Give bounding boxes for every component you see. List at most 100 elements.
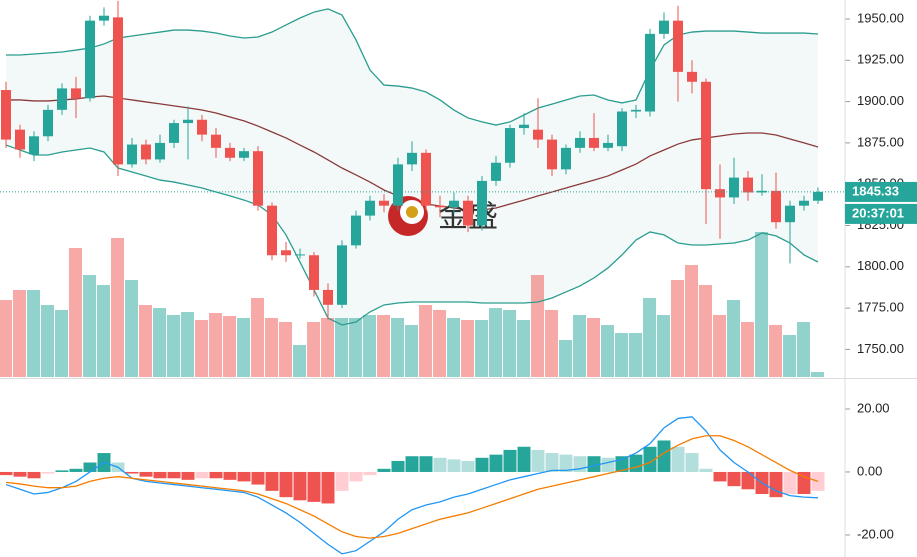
candle-body bbox=[799, 200, 809, 206]
macd-histogram-bar bbox=[265, 471, 279, 491]
candle-body bbox=[589, 137, 599, 148]
macd-histogram-bar bbox=[391, 460, 405, 472]
candle-body bbox=[743, 177, 753, 193]
volume-bar bbox=[629, 333, 642, 377]
macd-histogram-bar bbox=[349, 471, 363, 482]
candle-body bbox=[463, 200, 473, 226]
volume-bar bbox=[223, 316, 236, 377]
volume-bar bbox=[13, 290, 26, 377]
macd-histogram-bar bbox=[0, 471, 13, 476]
volume-bar bbox=[181, 312, 194, 377]
macd-histogram-bar bbox=[125, 471, 139, 474]
macd-histogram-bar bbox=[643, 446, 657, 472]
volume-bar bbox=[797, 322, 810, 377]
macd-dif bbox=[5, 416, 819, 555]
candle-body bbox=[547, 139, 557, 170]
volume-bar bbox=[0, 300, 12, 377]
volume-bar bbox=[811, 372, 824, 377]
volume-bar bbox=[83, 275, 96, 377]
macd-histogram-bar bbox=[27, 471, 41, 479]
volume-bar bbox=[503, 310, 516, 377]
macd-histogram-bar bbox=[545, 453, 559, 472]
volume-bar bbox=[335, 318, 348, 377]
candle-body bbox=[197, 119, 207, 135]
candle-body bbox=[533, 129, 543, 140]
candle-body bbox=[127, 144, 137, 165]
candle-body bbox=[141, 144, 151, 160]
volume-bar bbox=[279, 322, 292, 377]
macd-histogram-bar bbox=[531, 449, 545, 472]
macd-histogram-bar bbox=[713, 471, 727, 482]
volume-bar bbox=[139, 305, 152, 377]
volume-bar bbox=[41, 305, 54, 377]
volume-bar bbox=[559, 340, 572, 377]
macd-histogram-bar bbox=[251, 471, 265, 485]
candle-body bbox=[85, 20, 95, 99]
countdown-badge bbox=[845, 203, 917, 224]
candle-body bbox=[407, 152, 417, 165]
candle-body bbox=[337, 245, 347, 305]
macd-histogram-bar bbox=[335, 471, 349, 491]
candle-body bbox=[57, 88, 67, 110]
macd-histogram-bar bbox=[769, 471, 783, 498]
volume-bar bbox=[741, 322, 754, 377]
volume-bar bbox=[265, 318, 278, 377]
volume-bar bbox=[405, 325, 418, 377]
macd-histogram-bar bbox=[727, 471, 741, 487]
macd-histogram-bar bbox=[377, 468, 391, 472]
candle-body bbox=[113, 17, 123, 165]
volume-bar bbox=[293, 345, 306, 377]
macd-histogram-bar bbox=[587, 456, 601, 472]
candle-body bbox=[505, 128, 515, 163]
volume-bar bbox=[587, 318, 600, 377]
volume-bar bbox=[447, 318, 460, 377]
candle-body bbox=[729, 177, 739, 198]
candle-body bbox=[169, 123, 179, 143]
macd-histogram-bar bbox=[209, 471, 223, 479]
volume-bar bbox=[349, 318, 362, 377]
candle-body bbox=[449, 200, 459, 208]
candle-body bbox=[281, 250, 291, 256]
volume-bar bbox=[419, 305, 432, 377]
candle-body bbox=[631, 109, 641, 112]
candle-body bbox=[715, 189, 725, 198]
volume-bar bbox=[755, 232, 768, 377]
volume-bar bbox=[167, 315, 180, 377]
volume-bar bbox=[69, 248, 82, 377]
candle-body bbox=[435, 205, 445, 208]
macd-histogram-bar bbox=[461, 460, 475, 472]
volume-bar bbox=[769, 325, 782, 377]
macd-histogram-bar bbox=[363, 471, 377, 476]
volume-bar bbox=[685, 265, 698, 377]
macd-histogram-bar bbox=[41, 471, 55, 474]
y-tick-label: 1750.00 bbox=[857, 341, 904, 356]
candle-body bbox=[43, 109, 53, 137]
volume-bar bbox=[321, 318, 334, 377]
candle-body bbox=[239, 151, 249, 158]
candle-body bbox=[253, 151, 263, 206]
volume-bar bbox=[531, 275, 544, 377]
volume-bar bbox=[671, 280, 684, 377]
macd-histogram-bar bbox=[671, 446, 685, 472]
macd-histogram-bar bbox=[13, 471, 27, 477]
volume-bar bbox=[307, 322, 320, 377]
macd-histogram-bar bbox=[559, 454, 573, 472]
volume-bar bbox=[55, 310, 68, 377]
volume-bar bbox=[545, 310, 558, 377]
macd-histogram-bar bbox=[167, 471, 181, 479]
macd-histogram-bar bbox=[55, 470, 69, 472]
macd-histogram-bar bbox=[279, 471, 293, 498]
candle-body bbox=[687, 71, 697, 82]
y-tick-label: 1800.00 bbox=[857, 258, 904, 273]
macd-histogram-bar bbox=[405, 456, 419, 472]
candle-body bbox=[15, 129, 25, 150]
volume-bar bbox=[461, 320, 474, 377]
candle-body bbox=[323, 289, 333, 305]
candle-body bbox=[519, 124, 529, 129]
macd-histogram-bar bbox=[223, 471, 237, 480]
macd-histogram-bar bbox=[293, 471, 307, 501]
candle-body bbox=[267, 205, 277, 256]
volume-bar bbox=[27, 290, 40, 377]
candle-body bbox=[71, 88, 81, 99]
